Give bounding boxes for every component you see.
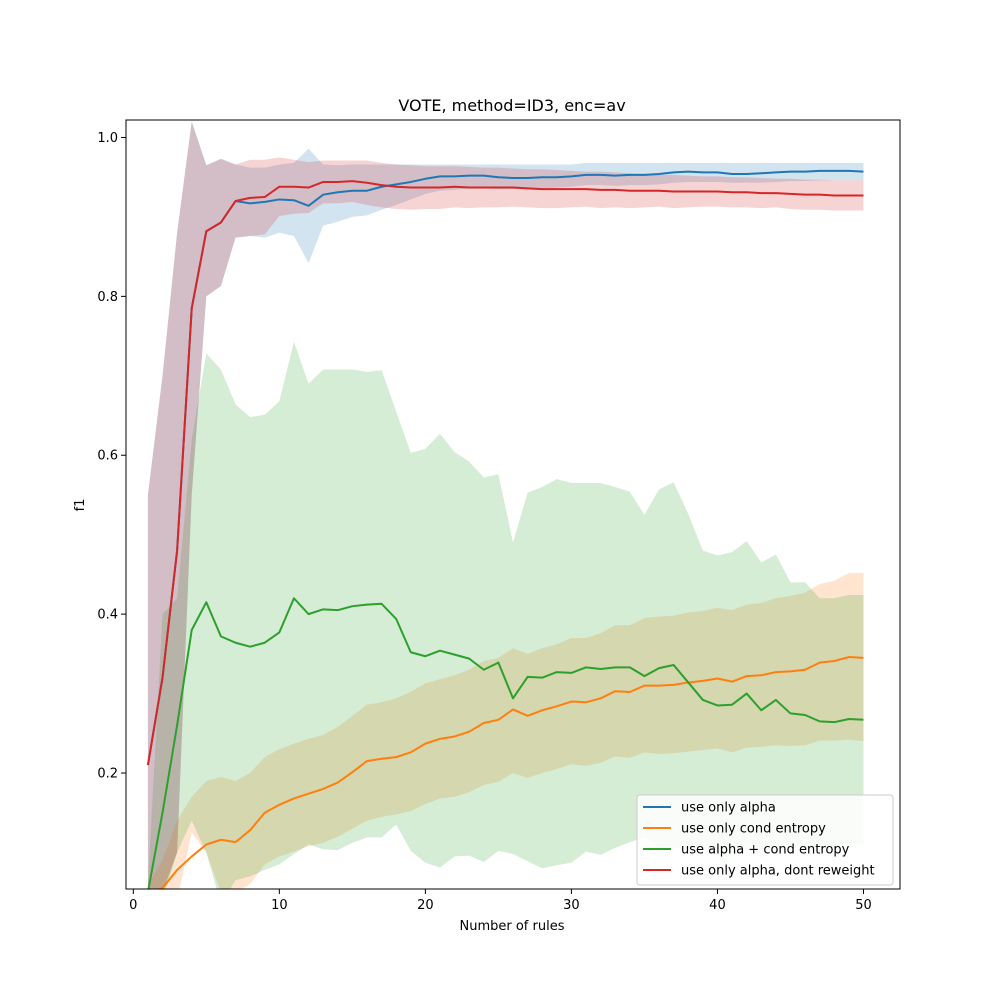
x-tick-label: 10 xyxy=(271,898,288,913)
band-series-3 xyxy=(147,341,864,889)
legend-box xyxy=(636,794,894,886)
x-axis-label: Number of rules xyxy=(460,919,565,934)
line-series-2 xyxy=(155,656,864,889)
plot-frame xyxy=(125,119,901,890)
band-series-4 xyxy=(147,121,864,889)
y-tick-label: 0.2 xyxy=(97,767,118,782)
legend-label-2: use only cond entropy xyxy=(681,822,826,837)
x-tick-label: 50 xyxy=(855,898,872,913)
x-tick-label: 0 xyxy=(129,898,137,913)
confidence-bands xyxy=(147,121,864,889)
x-tick-label: 20 xyxy=(417,898,434,913)
legend-label-4: use only alpha, dont reweight xyxy=(681,864,875,879)
axes: 0 10 20 30 40 50 0.2 0.4 0.6 0.8 1.0 xyxy=(97,119,901,913)
x-tick-label: 30 xyxy=(563,898,580,913)
line-series-4 xyxy=(146,180,864,766)
band-series-2 xyxy=(147,572,864,889)
series-lines xyxy=(146,169,864,889)
y-tick-label: 0.4 xyxy=(97,608,118,623)
legend-label-1: use only alpha xyxy=(681,801,776,816)
y-tick-label: 0.8 xyxy=(97,290,118,305)
y-tick-label: 1.0 xyxy=(97,131,118,146)
y-axis-label: f1 xyxy=(73,499,88,512)
legend-label-3: use alpha + cond entropy xyxy=(681,843,850,858)
chart-title: VOTE, method=ID3, enc=av xyxy=(398,96,625,115)
line-series-1 xyxy=(146,169,864,766)
x-tick-label: 40 xyxy=(709,898,726,913)
line-series-3 xyxy=(147,597,864,889)
y-tick-label: 0.6 xyxy=(97,449,118,464)
band-series-1 xyxy=(147,121,864,889)
legend: use only alpha use only cond entropy use a… xyxy=(636,794,894,886)
